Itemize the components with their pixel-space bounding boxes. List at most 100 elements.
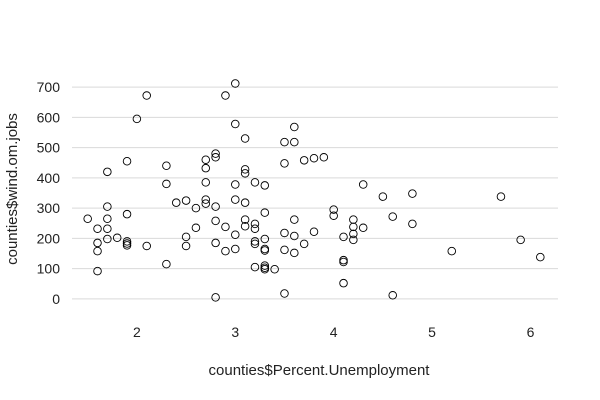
data-point — [280, 289, 289, 298]
x-tick-label: 4 — [330, 324, 338, 340]
data-point — [93, 266, 102, 276]
data-point — [280, 137, 289, 147]
data-point — [171, 198, 181, 207]
x-tick-label: 3 — [231, 324, 239, 340]
data-point — [103, 224, 112, 233]
data-point — [329, 211, 338, 220]
data-point — [280, 159, 289, 168]
data-point — [201, 199, 211, 208]
data-point — [349, 235, 358, 245]
data-point — [240, 198, 250, 207]
data-point — [231, 230, 240, 240]
data-point — [103, 202, 112, 211]
data-point — [388, 291, 397, 300]
data-point — [280, 228, 289, 238]
data-point — [93, 224, 102, 233]
data-point — [290, 137, 299, 147]
data-point — [516, 235, 525, 245]
y-tick-label: 100 — [37, 261, 61, 277]
data-point — [349, 215, 358, 224]
data-point — [191, 203, 201, 213]
data-point — [201, 163, 211, 173]
data-point — [221, 246, 230, 256]
data-point — [329, 205, 338, 214]
data-point — [103, 214, 112, 223]
data-point — [181, 232, 191, 242]
data-point — [280, 245, 289, 255]
data-point — [211, 293, 220, 302]
y-tick-label: 300 — [37, 200, 61, 216]
data-point — [260, 246, 270, 255]
y-tick-label: 500 — [37, 140, 61, 156]
x-axis-label: counties$Percent.Unemployment — [209, 362, 431, 379]
data-point — [408, 189, 417, 198]
data-point — [142, 91, 151, 100]
data-point — [299, 239, 309, 249]
data-point — [221, 222, 230, 232]
data-point — [240, 165, 250, 174]
data-point — [122, 209, 132, 219]
data-point — [496, 192, 506, 201]
data-point — [103, 234, 112, 244]
data-point — [221, 91, 230, 100]
data-point — [201, 155, 211, 164]
data-point — [112, 233, 122, 243]
data-point — [309, 153, 319, 163]
y-tick-label: 700 — [37, 79, 61, 95]
data-point — [250, 262, 260, 272]
data-point — [270, 265, 279, 274]
data-point — [408, 219, 417, 229]
data-point — [122, 156, 132, 166]
data-point — [536, 252, 545, 262]
data-point — [319, 153, 329, 162]
data-point — [358, 180, 368, 189]
x-tick-label: 2 — [133, 324, 141, 340]
data-point — [260, 208, 270, 217]
data-point — [231, 244, 240, 254]
data-point — [339, 278, 348, 288]
x-tick-label: 6 — [527, 324, 535, 340]
data-point — [358, 223, 368, 233]
data-point — [181, 241, 191, 251]
x-tick-labels: 2 3 4 5 6 — [133, 324, 535, 340]
y-axis-label: counties$wind.om.jobs — [4, 113, 21, 265]
data-point — [201, 195, 211, 204]
data-point — [122, 237, 132, 246]
gridlines — [72, 86, 558, 300]
data-point — [260, 265, 270, 274]
data-point — [191, 223, 201, 233]
data-point — [339, 232, 348, 242]
data-point — [260, 261, 270, 270]
data-point — [162, 161, 171, 171]
data-point — [290, 248, 299, 258]
data-point — [181, 196, 191, 205]
y-tick-label: 600 — [37, 109, 61, 125]
data-point — [122, 241, 132, 250]
y-tick-label: 200 — [37, 230, 61, 246]
data-point — [339, 257, 348, 267]
data-point — [290, 215, 299, 224]
data-point — [349, 222, 358, 232]
data-point — [231, 119, 240, 129]
data-point — [201, 178, 211, 187]
data-point — [211, 149, 220, 158]
data-point — [240, 222, 250, 231]
data-point — [211, 202, 220, 211]
y-tick-label: 0 — [52, 291, 60, 307]
data-point — [290, 231, 299, 241]
data-point — [250, 239, 260, 249]
data-point — [250, 219, 260, 229]
data-point — [309, 227, 319, 236]
data-point — [211, 216, 220, 226]
data-point — [93, 238, 102, 248]
data-point — [231, 79, 240, 88]
data-point — [231, 195, 240, 204]
data-point — [250, 224, 260, 233]
data-point — [339, 255, 348, 265]
data-point — [388, 212, 397, 221]
data-point — [83, 214, 92, 223]
data-point — [240, 215, 250, 224]
data-point — [250, 237, 260, 246]
y-tick-labels: 0 100 200 300 400 500 600 700 — [37, 79, 61, 307]
